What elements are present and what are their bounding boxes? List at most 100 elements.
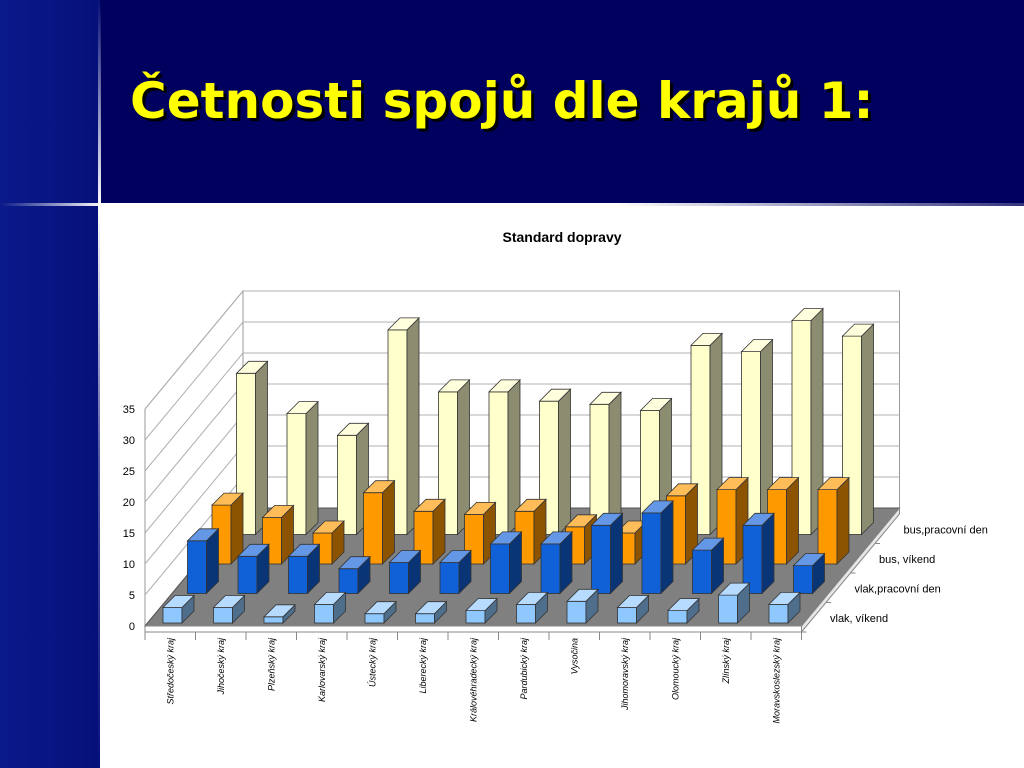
category-labels: Středočeský kraj Jihočeský kraj Plzeňský k… — [144, 632, 802, 724]
bar-top — [564, 514, 598, 528]
bar-front — [667, 610, 688, 624]
bar-front — [768, 603, 789, 624]
bar-front — [162, 607, 183, 624]
y-tick-label: 0 — [129, 621, 135, 633]
bar-front — [389, 562, 409, 594]
bar — [287, 543, 321, 595]
bar — [792, 552, 826, 595]
bar-top — [313, 591, 347, 605]
bar-top — [538, 388, 572, 402]
bar-top — [439, 550, 472, 563]
bar-side — [305, 400, 319, 536]
bar-front — [187, 540, 207, 594]
bar-front — [237, 555, 258, 594]
bar-top — [338, 556, 371, 570]
bar-front — [692, 549, 712, 594]
bar-top — [766, 477, 800, 491]
series-label: bus,pracovní den — [904, 525, 988, 537]
bar — [515, 591, 549, 624]
bar-front — [540, 543, 561, 594]
bar-top — [488, 379, 521, 393]
bar — [263, 603, 296, 624]
bar — [414, 600, 448, 624]
series-labels: vlak, víkend vlak,pracovní den bus, víkend… — [801, 525, 988, 633]
category-label: Pardubický kraj — [519, 637, 529, 700]
bar-front — [213, 607, 233, 624]
bar — [186, 527, 220, 595]
bar-top — [261, 505, 295, 518]
bar — [489, 530, 523, 595]
bar-side — [836, 476, 850, 565]
chart-area: Standard dopravy 0 5 10 15 20 25 30 35 Středoče… — [100, 206, 1024, 768]
bar-top — [388, 550, 422, 563]
bar-front — [718, 594, 738, 624]
category-label: Olomoucký kraj — [670, 637, 680, 700]
bar-top — [639, 398, 673, 411]
y-tick-label: 15 — [123, 528, 135, 540]
y-tick-label: 10 — [123, 559, 135, 571]
category-label: Jihočeský kraj — [216, 637, 226, 696]
bar-top — [665, 483, 699, 497]
bar-top — [463, 501, 497, 515]
bar-top — [211, 492, 244, 506]
bar — [589, 391, 622, 536]
bar-front — [338, 568, 359, 594]
slide-title: Četnosti spojů dle krajů 1: — [130, 72, 874, 130]
y-tick-label: 30 — [123, 435, 135, 447]
bar-top — [641, 500, 674, 514]
bar-top — [362, 480, 396, 494]
bar-top — [768, 591, 801, 605]
bar — [364, 600, 397, 624]
bar — [237, 543, 270, 595]
bar-side — [786, 476, 799, 565]
bar-top — [667, 598, 700, 612]
category-label: Královéhradecký kraj — [468, 637, 478, 722]
bar-top — [841, 323, 875, 337]
bar — [488, 378, 521, 536]
bar-top — [540, 531, 573, 545]
bar-top — [263, 604, 296, 618]
chart-bars — [162, 307, 875, 624]
series-label: vlak, víkend — [830, 613, 888, 625]
bar-top — [286, 401, 319, 415]
bar-front — [591, 524, 611, 594]
bar-top — [237, 543, 270, 557]
bar — [313, 591, 347, 624]
y-tick-label: 25 — [123, 466, 135, 478]
bar-side — [558, 388, 571, 536]
bar-top — [465, 598, 498, 612]
bar — [566, 588, 599, 624]
bar — [641, 499, 674, 595]
category-label: Středočeský kraj — [165, 637, 175, 705]
category-label: Plzeňský kraj — [266, 637, 276, 691]
bar — [540, 530, 573, 595]
bar-side — [660, 499, 674, 595]
bar-top — [514, 498, 547, 512]
series-label: bus, víkend — [879, 554, 935, 566]
y-tick-label: 20 — [123, 497, 135, 509]
bar-top — [387, 317, 420, 331]
series-label: vlak,pracovní den — [855, 584, 941, 596]
category-label: Liberecký kraj — [418, 637, 428, 694]
bar-front — [363, 492, 383, 565]
bar-top — [792, 553, 826, 567]
bar — [667, 597, 700, 624]
bar-top — [616, 595, 650, 608]
bar — [717, 582, 751, 624]
bar-front — [439, 562, 460, 594]
y-tick-label: 5 — [129, 590, 135, 602]
bar — [439, 549, 472, 595]
bar-top — [489, 531, 523, 545]
bar-top — [589, 391, 622, 405]
bar-front — [465, 610, 486, 624]
category-label: Ústecký kraj — [367, 637, 377, 687]
bar-top — [162, 595, 195, 608]
bar-front — [337, 434, 357, 535]
bar-chart-3d: Standard dopravy 0 5 10 15 20 25 30 35 Středoče… — [123, 229, 988, 724]
bar-side — [406, 316, 420, 536]
bar — [590, 512, 624, 595]
bar — [362, 479, 396, 565]
bar-top — [212, 595, 246, 608]
bar-top — [740, 339, 774, 353]
bar — [616, 594, 650, 624]
